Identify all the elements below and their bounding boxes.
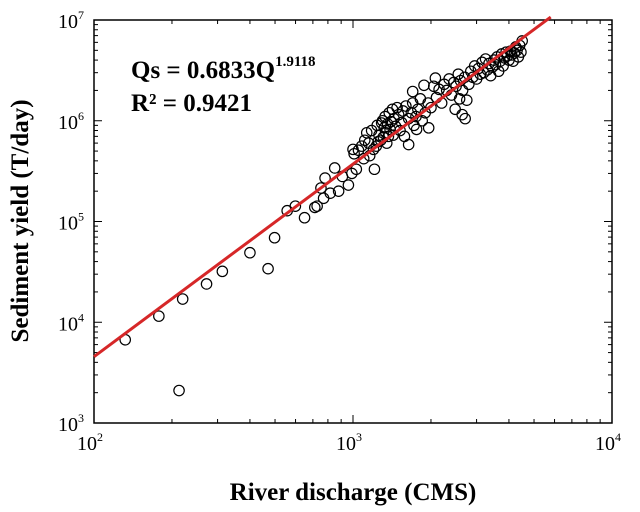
data-point	[456, 84, 469, 97]
data-point	[350, 163, 363, 176]
data-point	[497, 60, 509, 72]
data-point	[468, 60, 481, 72]
data-point	[406, 85, 419, 98]
data-point	[429, 72, 442, 84]
data-point	[453, 93, 466, 105]
data-point	[449, 103, 461, 116]
y-axis-title: Sediment yield (T/day)	[7, 99, 34, 342]
y-axis-tick-labels: 103 104 105 106 107	[58, 8, 84, 436]
x-tick-label: 102	[77, 430, 103, 455]
y-tick-label: 105	[58, 210, 84, 235]
x-tick-label: 104	[595, 430, 621, 455]
data-point	[311, 200, 323, 212]
data-points	[119, 35, 528, 397]
y-tick-label: 104	[58, 310, 84, 335]
data-point	[324, 187, 337, 199]
axis-ticks	[93, 20, 612, 424]
data-point	[488, 54, 500, 66]
data-point	[289, 200, 302, 212]
data-point	[515, 46, 527, 58]
data-point	[368, 163, 381, 176]
data-point	[418, 79, 430, 92]
data-point	[328, 162, 341, 174]
equation-exponent: 1.9118	[275, 54, 315, 70]
data-point	[452, 68, 465, 80]
x-axis-tick-labels: 102 103 104	[77, 430, 621, 455]
data-point	[317, 192, 330, 205]
data-point	[342, 179, 355, 191]
data-point	[352, 144, 365, 157]
data-point	[173, 384, 185, 397]
r-squared-annotation: R² = 0.9421	[131, 90, 252, 117]
x-tick-label: 103	[336, 430, 362, 455]
data-point	[298, 211, 311, 224]
data-point	[216, 265, 229, 278]
equation-main-text: Qs = 0.6833Q	[131, 57, 275, 84]
y-tick-label: 106	[58, 109, 84, 134]
data-point	[244, 246, 256, 259]
y-tick-label: 103	[58, 411, 84, 436]
data-point	[402, 138, 415, 151]
regression-line	[93, 15, 552, 358]
y-tick-label: 107	[58, 8, 84, 33]
data-point	[332, 185, 345, 197]
data-point	[416, 114, 428, 127]
data-point	[382, 130, 395, 143]
data-point	[422, 122, 435, 134]
data-point	[425, 101, 437, 114]
equation-annotation: Qs = 0.6833Q1.9118	[131, 54, 316, 84]
data-point	[262, 262, 274, 275]
data-point	[268, 231, 281, 244]
data-point	[459, 112, 471, 125]
data-point	[410, 123, 423, 136]
data-point	[176, 293, 189, 305]
data-point	[200, 278, 213, 290]
data-point	[394, 124, 406, 137]
data-point	[391, 101, 403, 114]
data-point	[153, 310, 165, 322]
data-point	[355, 140, 368, 152]
data-point	[346, 167, 358, 180]
data-point	[308, 201, 321, 214]
x-axis-title: River discharge (CMS)	[230, 479, 477, 506]
data-point	[460, 94, 473, 106]
